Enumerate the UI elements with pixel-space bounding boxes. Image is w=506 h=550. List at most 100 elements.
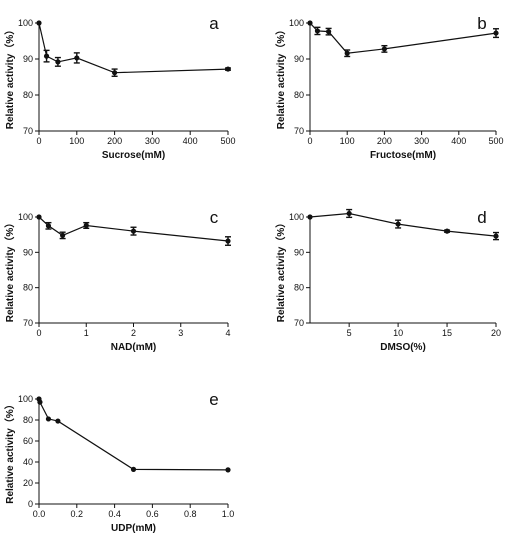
chart-panel-c: 70 80 90 100 0 1 2 3 4 NAD(mM) Relative activity（%… xyxy=(3,208,231,353)
x-tick-label: 3 xyxy=(178,328,183,338)
data-point xyxy=(60,232,66,238)
data-point xyxy=(395,221,401,227)
x-tick-label: 5 xyxy=(347,328,352,338)
x-tick-label: 200 xyxy=(377,136,392,146)
x-tick-label: 20 xyxy=(491,328,501,338)
x-tick-label: 0 xyxy=(36,328,41,338)
data-point xyxy=(493,233,499,239)
data-point xyxy=(37,399,43,405)
y-tick-label: 80 xyxy=(294,283,304,293)
x-tick-label: 0 xyxy=(307,136,312,146)
x-axis-title: DMSO(%) xyxy=(380,342,426,353)
chart-panel-a: 70 80 90 100 0 100 200 300 400 500 Sucrose(mM) Rela… xyxy=(3,14,236,161)
data-point xyxy=(43,53,50,59)
y-axis-title: Relative activity（%） xyxy=(274,218,287,323)
y-tick-label: 70 xyxy=(294,126,304,136)
data-point xyxy=(307,20,313,26)
data-point xyxy=(112,70,118,76)
data-point xyxy=(225,238,231,244)
data-point xyxy=(307,214,313,220)
y-tick-label: 70 xyxy=(294,318,304,328)
data-point xyxy=(346,210,352,217)
x-axis-title: UDP(mM) xyxy=(111,523,156,534)
data-point xyxy=(83,222,89,229)
x-axis-title: NAD(mM) xyxy=(111,342,157,353)
x-axis-title: Fructose(mM) xyxy=(370,150,436,161)
x-tick-label: 0.8 xyxy=(184,509,197,519)
y-tick-label: 60 xyxy=(23,436,33,446)
y-tick-label: 0 xyxy=(28,499,33,509)
y-tick-label: 100 xyxy=(18,18,33,28)
chart-panel-b: 70 80 90 100 0 100 200 300 400 500 Fructose(mM) Rel… xyxy=(274,14,504,161)
panel-label: d xyxy=(477,208,486,227)
x-tick-label: 100 xyxy=(69,136,84,146)
y-axis-title: Relative activity（%） xyxy=(3,218,16,323)
x-tick-label: 2 xyxy=(131,328,136,338)
y-tick-label: 100 xyxy=(18,394,33,404)
x-tick-label: 0.4 xyxy=(108,509,121,519)
data-point xyxy=(45,416,52,422)
data-point xyxy=(225,467,231,473)
series-line xyxy=(38,398,229,471)
series-line xyxy=(309,212,497,237)
y-axis-title: Relative activity（%） xyxy=(274,25,287,130)
data-point xyxy=(36,214,42,220)
x-tick-label: 0.6 xyxy=(146,509,159,519)
y-tick-label: 80 xyxy=(23,90,33,100)
data-point xyxy=(130,466,137,472)
y-tick-label: 20 xyxy=(23,478,33,488)
x-tick-label: 500 xyxy=(220,136,235,146)
data-point xyxy=(493,30,499,36)
y-tick-label: 90 xyxy=(23,247,33,257)
y-tick-label: 70 xyxy=(23,318,33,328)
x-tick-label: 0 xyxy=(36,136,41,146)
y-tick-label: 80 xyxy=(294,90,304,100)
data-point xyxy=(55,59,61,65)
y-axis-title: Relative activity（%） xyxy=(3,399,16,504)
data-point xyxy=(36,20,42,26)
chart-panel-e: 0 20 40 60 80 100 0.0 0.2 0.4 0.6 0.8 1.0 UDP(mM) Rel… xyxy=(3,390,234,534)
x-tick-label: 400 xyxy=(183,136,198,146)
panel-label: e xyxy=(209,390,218,409)
x-tick-label: 1 xyxy=(84,328,89,338)
chart-panel-d: 70 80 90 100 5 10 15 20 DMSO(%) Relative activity… xyxy=(274,208,501,353)
data-point xyxy=(74,55,80,61)
y-tick-label: 100 xyxy=(18,212,33,222)
data-point xyxy=(344,50,350,56)
y-tick-label: 90 xyxy=(23,54,33,64)
data-point xyxy=(444,228,450,234)
x-tick-label: 0.2 xyxy=(71,509,84,519)
x-tick-label: 10 xyxy=(393,328,403,338)
x-tick-label: 300 xyxy=(145,136,160,146)
x-tick-label: 15 xyxy=(442,328,452,338)
data-point xyxy=(225,66,231,72)
x-tick-label: 100 xyxy=(340,136,355,146)
data-point xyxy=(45,223,52,229)
y-tick-label: 40 xyxy=(23,457,33,467)
x-tick-label: 500 xyxy=(488,136,503,146)
y-tick-label: 70 xyxy=(23,126,33,136)
y-tick-label: 90 xyxy=(294,54,304,64)
x-tick-label: 1.0 xyxy=(222,509,235,519)
y-tick-label: 100 xyxy=(289,18,304,28)
x-axis-title: Sucrose(mM) xyxy=(102,150,165,161)
data-point xyxy=(55,418,61,424)
data-point xyxy=(326,29,332,35)
x-tick-label: 200 xyxy=(107,136,122,146)
panel-label: b xyxy=(477,14,486,33)
series-line xyxy=(38,22,229,74)
y-tick-label: 80 xyxy=(23,415,33,425)
x-tick-label: 300 xyxy=(414,136,429,146)
y-axis-title: Relative activity（%） xyxy=(3,25,16,130)
data-point xyxy=(130,228,137,234)
series-line xyxy=(309,22,497,54)
panel-label: c xyxy=(210,208,219,227)
x-tick-label: 0.0 xyxy=(33,509,46,519)
panel-label: a xyxy=(209,14,219,33)
x-tick-label: 4 xyxy=(225,328,230,338)
y-tick-label: 90 xyxy=(294,247,304,257)
y-tick-label: 100 xyxy=(289,212,304,222)
data-point xyxy=(381,46,387,52)
data-point xyxy=(314,28,321,34)
